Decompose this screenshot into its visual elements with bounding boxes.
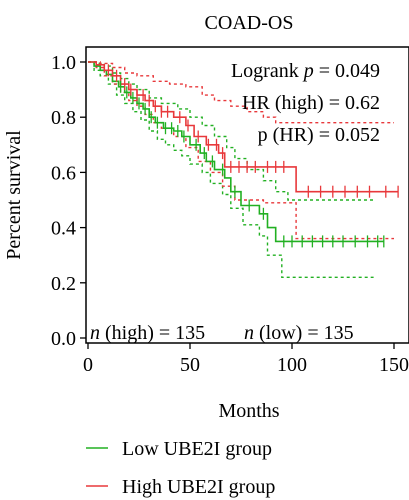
n-high-text: (high) = 135 — [100, 322, 205, 344]
y-tick-label: 0.6 — [51, 162, 76, 184]
legend: Low UBE2I group High UBE2I group — [86, 438, 275, 498]
logrank-annotation: Logrank p = 0.049 — [231, 60, 380, 82]
logrank-p-symbol: p — [302, 60, 314, 82]
n-low-symbol: n — [244, 322, 254, 344]
y-tick-label: 0.4 — [51, 218, 76, 240]
plot-frame — [85, 46, 409, 344]
y-tick-label: 0.0 — [51, 328, 76, 350]
x-tick-label: 100 — [277, 354, 307, 376]
y-tick-label: 0.8 — [51, 107, 76, 129]
censor-mark-layer — [107, 64, 399, 248]
high-ci-lower-line — [88, 61, 394, 240]
n-low-text: (low) = 135 — [254, 322, 354, 344]
x-tick-label: 0 — [83, 354, 93, 376]
logrank-prefix: Logrank — [231, 60, 304, 82]
legend-label-high: High UBE2I group — [122, 476, 275, 498]
p-hr-annotation: p (HR) = 0.052 — [258, 124, 380, 146]
y-axis: 0.0 0.2 0.4 0.6 0.8 1.0 — [51, 52, 86, 350]
y-tick-label: 1.0 — [51, 52, 76, 74]
x-axis: 0 50 100 150 — [83, 343, 409, 376]
logrank-value: = 0.049 — [314, 60, 380, 82]
n-high-annotation: n (high) = 135 — [90, 322, 205, 344]
y-axis-label: Percent survival — [3, 130, 25, 260]
x-axis-label: Months — [218, 400, 279, 422]
high-ci-upper-line — [88, 61, 394, 124]
hr-annotation: HR (high) = 0.62 — [242, 92, 380, 114]
chart-title: COAD-OS — [205, 12, 294, 34]
low-survival-curve — [88, 61, 384, 243]
confidence-band-layer — [88, 61, 394, 278]
legend-label-low: Low UBE2I group — [122, 438, 272, 460]
n-low-annotation: n (low) = 135 — [244, 322, 354, 344]
x-tick-label: 50 — [180, 354, 200, 376]
y-tick-label: 0.2 — [51, 273, 76, 295]
x-tick-label: 150 — [379, 354, 409, 376]
low-ci-upper-line — [88, 61, 374, 201]
n-high-symbol: n — [90, 322, 100, 344]
